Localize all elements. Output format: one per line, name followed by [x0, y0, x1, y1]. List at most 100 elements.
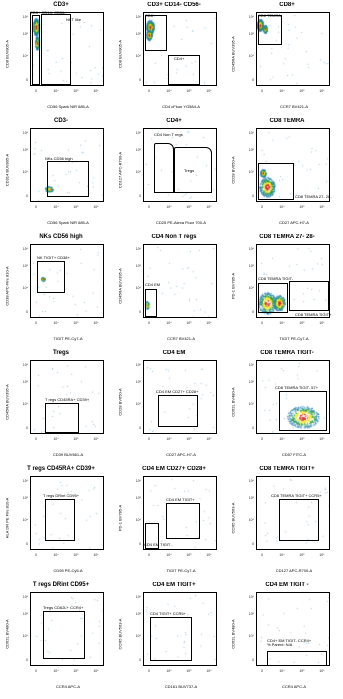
gate-region[interactable]: [174, 147, 212, 193]
gate-region[interactable]: [145, 15, 167, 51]
x-axis-label: TIGIT PE-Cy7-A: [53, 336, 83, 341]
y-tick-label: 10⁶: [22, 247, 28, 251]
y-ticks: 10⁶ 10⁵ 10⁴ 0: [129, 360, 141, 434]
plot-title: CD4 EM TIGIT+: [152, 582, 196, 588]
gate-region[interactable]: [32, 15, 40, 85]
y-tick-label: 10⁴: [135, 286, 141, 290]
x-ticks: 0 10⁴ 10⁵ 10⁶: [143, 669, 217, 675]
gate-label: CD4 Non T regs: [154, 132, 183, 137]
x-tick-label: 10⁶: [206, 89, 212, 93]
scatter-plot-area: Tregs CD62L+ CCR4+: [30, 592, 105, 667]
scatter-plot-area: CD8 TEMRA: [256, 12, 331, 87]
y-axis-label: PD-1 BV785-A: [117, 504, 123, 532]
x-axis-label: CD161 BUV737-A: [164, 684, 198, 689]
gate-region[interactable]: [158, 395, 198, 427]
x-tick-label: 10⁴: [166, 437, 172, 441]
gate-region[interactable]: [258, 283, 288, 313]
event-density-points: [144, 593, 218, 667]
gate-region[interactable]: [289, 281, 329, 311]
y-tick-label: 0: [252, 658, 254, 662]
gate-region[interactable]: [168, 55, 200, 85]
x-tick-label: 10⁵: [73, 669, 79, 673]
scatter-plot-area: CD8+ CD4+: [143, 12, 218, 87]
x-tick-label: 0: [35, 205, 37, 209]
plot-title: CD8+: [279, 2, 295, 8]
y-tick-label: 0: [139, 310, 141, 314]
gate-region[interactable]: [279, 499, 319, 541]
y-tick-label: 10⁵: [135, 380, 141, 384]
x-axis-label: CD56 Spark NIR 685-A: [47, 104, 89, 109]
x-tick-label: 10⁶: [206, 669, 212, 673]
gate-region[interactable]: [47, 161, 89, 197]
gate-region[interactable]: [279, 391, 327, 431]
x-tick-label: 10⁶: [319, 553, 325, 557]
x-tick-label: 10⁴: [166, 205, 172, 209]
x-tick-label: 10⁴: [53, 669, 59, 673]
gate-label: Tregs: [184, 168, 195, 173]
plot-panel: CD4 EM CD28 BV650-A 10⁶ 10⁵ 10⁴ 0 CD4 EM CD27+…: [117, 350, 231, 466]
gate-region[interactable]: [258, 163, 294, 200]
y-tick-label: 10⁶: [248, 131, 254, 135]
y-axis-label: CCR5 BUV563-A: [230, 502, 236, 534]
y-tick-label: 10⁶: [135, 595, 141, 599]
plot-panel: CD8 TEMRA 27- 28- PD-1 BV785-A 10⁶ 10⁵ 10⁴ 0 C…: [230, 234, 343, 350]
x-axis-label: CD57 FITC-A: [281, 452, 307, 457]
plot-panel: T regs CD45RA+ CD39+ HLA DR PE Fire 810-A…: [4, 466, 118, 582]
gate-label: NKT like: [66, 17, 82, 22]
gate-label: CD4 EM TIGIT+: [166, 497, 195, 502]
x-tick-label: 10⁵: [299, 669, 305, 673]
gate-region[interactable]: [37, 261, 65, 293]
y-ticks: 10⁶ 10⁵ 10⁴ 0: [16, 128, 28, 202]
gate-label: CD8 TEMRA TIGIT+: [295, 312, 332, 317]
x-ticks: 0 10⁴ 10⁵ 10⁶: [30, 553, 104, 559]
y-tick-label: 10⁴: [248, 402, 254, 406]
x-ticks: 0 10⁴ 10⁵ 10⁶: [30, 669, 104, 675]
plot-title: CD8 TEMRA: [269, 118, 305, 124]
x-ticks: 0 10⁴ 10⁵ 10⁶: [256, 321, 330, 327]
scatter-plot-area: NK TIGIT+ CD38+: [30, 244, 105, 319]
x-ticks: 0 10⁴ 10⁵ 10⁶: [30, 437, 104, 443]
gate-region[interactable]: [145, 289, 157, 317]
y-axis-label: CD28 BV650-A: [117, 388, 123, 416]
event-density-points: [257, 361, 331, 435]
gate-region[interactable]: [150, 617, 192, 661]
y-tick-label: 10⁶: [22, 479, 28, 483]
y-tick-label: 0: [139, 78, 141, 82]
scatter-plot-area: CD4 EM: [143, 244, 218, 319]
x-axis-label: CD27 APC-H7-A: [279, 220, 309, 225]
x-tick-label: 0: [148, 437, 150, 441]
y-axis-label: CCR5 BUV563-A: [117, 618, 123, 650]
gate-region[interactable]: [45, 403, 79, 433]
plot-title: T regs CD45RA+ CD39+: [27, 466, 95, 472]
gate-label: T regs CD45RA+ CD39+: [45, 397, 90, 402]
gate-region[interactable]: [43, 611, 85, 659]
y-tick-label: 10⁶: [135, 479, 141, 483]
gate-region[interactable]: [258, 15, 282, 45]
gate-region[interactable]: [267, 651, 327, 666]
gate-region[interactable]: [145, 523, 159, 549]
y-tick-label: 0: [139, 658, 141, 662]
y-axis-label: CD127 APC-R700-A: [117, 151, 123, 189]
y-ticks: 10⁶ 10⁵ 10⁴ 0: [16, 12, 28, 86]
gate-region[interactable]: [166, 503, 200, 539]
y-tick-label: 10⁵: [248, 264, 254, 268]
event-density-points: [31, 245, 105, 319]
y-axis-label: CD28 BV650-A: [230, 156, 236, 184]
gate-region[interactable]: [41, 14, 71, 85]
scatter-plot-area: CD4+ EM TIGIT- CCR4+ % Parent: N/A: [256, 592, 331, 667]
gate-label: CD4 EM: [145, 282, 161, 287]
x-tick-label: 10⁶: [319, 89, 325, 93]
x-axis-label: CCR4 APC-A: [55, 684, 80, 689]
x-tick-label: 10⁶: [93, 437, 99, 441]
gate-region[interactable]: [154, 143, 174, 193]
y-tick-label: 10⁵: [22, 496, 28, 500]
gate-label: NKs CD56 high: [45, 156, 73, 161]
plot-title: CD4 EM: [162, 350, 186, 356]
y-ticks: 10⁶ 10⁵ 10⁴ 0: [16, 592, 28, 666]
event-density-points: [257, 245, 331, 319]
x-tick-label: 10⁶: [93, 205, 99, 209]
y-tick-label: 10⁴: [248, 286, 254, 290]
plot-panel: NKs CD56 high CD38 APC-Fire 810-A 10⁶ 10⁵ 10…: [4, 234, 118, 350]
y-tick-label: 10⁶: [248, 15, 254, 19]
gate-region[interactable]: [45, 499, 75, 541]
